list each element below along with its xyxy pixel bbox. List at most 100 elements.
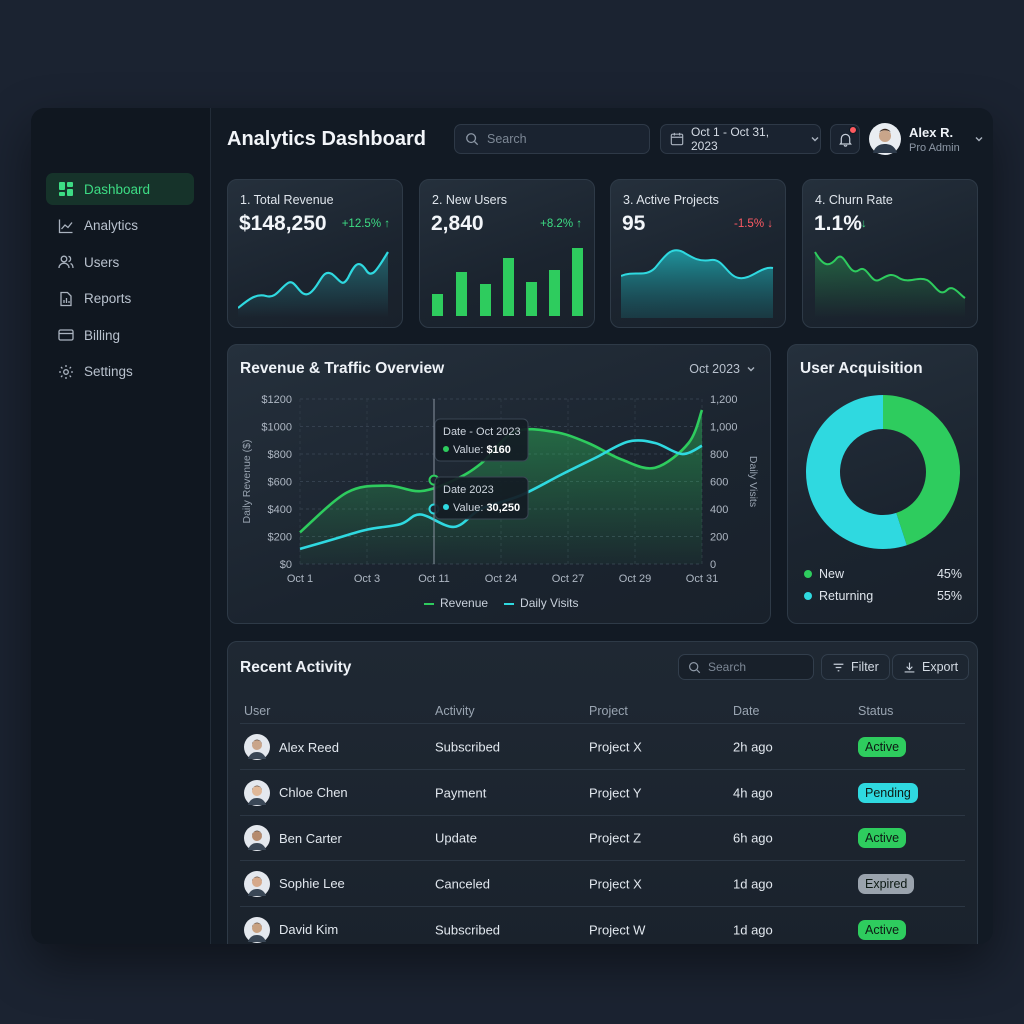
legend-label: Revenue (440, 596, 489, 610)
legend-item-visits: Daily Visits (504, 596, 579, 610)
notifications-button[interactable] (830, 124, 860, 154)
legend-label: Daily Visits (520, 596, 579, 610)
table-row[interactable]: David Kim Subscribed Project W 1d ago Active (240, 907, 965, 944)
y-axis-label: Daily Revenue ($) (241, 439, 253, 523)
search-input[interactable] (487, 132, 627, 146)
grid-icon (59, 182, 73, 196)
credit-card-icon (58, 329, 74, 342)
column-header-project[interactable]: Project (589, 703, 628, 718)
avatar (244, 916, 270, 943)
y-tick-label: $200 (268, 532, 292, 544)
status-cell: Pending (858, 782, 918, 803)
kpi-delta: +12.5% ↑ (341, 218, 390, 230)
x-tick-label: Oct 3 (354, 573, 380, 585)
activity-cell: Subscribed (435, 739, 501, 755)
y2-tick-label: 400 (710, 504, 728, 516)
user-role: Pro Admin (909, 141, 960, 154)
table-row[interactable]: Alex Reed Subscribed Project X 2h ago Active (240, 725, 965, 770)
filter-icon (833, 663, 844, 671)
status-badge: Expired (858, 873, 915, 894)
activity-cell: Canceled (435, 876, 490, 891)
column-header-date[interactable]: Date (733, 703, 760, 718)
user-cell: David Kim (244, 916, 339, 943)
y-tick-label: $800 (268, 449, 292, 461)
donut-slice-new (883, 395, 960, 546)
user-name: Chloe Chen (279, 785, 348, 800)
user-cell: Chloe Chen (244, 779, 348, 806)
filter-button[interactable]: Filter (821, 654, 890, 680)
filter-label: Filter (851, 660, 879, 674)
chevron-down-icon (811, 137, 819, 142)
sidebar-item-billing[interactable]: Billing (46, 319, 194, 351)
acq-legend-new: New 45% (804, 567, 962, 581)
donut-slice-returning (806, 395, 907, 549)
tooltip-value: Value: $160 (453, 444, 511, 456)
kpi-label: 3. Active Projects (623, 193, 719, 207)
status-cell: Active (858, 919, 907, 940)
kpi-delta: ↓ (861, 218, 867, 230)
chevron-down-icon (975, 137, 983, 142)
project-cell: Project Y (589, 785, 642, 800)
header-search[interactable] (454, 124, 650, 154)
kpi-card-total-revenue[interactable]: 1. Total Revenue $148,250 +12.5% ↑ (227, 179, 403, 328)
x-tick-label: Oct 1 (287, 573, 313, 585)
kpi-card-churn-rate[interactable]: 4. Churn Rate 1.1% ↓ (802, 179, 978, 328)
date-range-picker[interactable]: Oct 1 - Oct 31, 2023 (660, 124, 821, 154)
sidebar-item-dashboard[interactable]: Dashboard (46, 173, 194, 205)
column-header-activity[interactable]: Activity (435, 703, 475, 718)
sparkline-active-projects (621, 249, 774, 318)
table-search-input[interactable] (708, 660, 803, 674)
table-row[interactable]: Chloe Chen Payment Project Y 4h ago Pending (240, 771, 965, 816)
y-tick-label: $600 (268, 477, 292, 489)
acquisition-card: User Acquisition New 45% Returning 55% (787, 344, 978, 624)
tooltip-title: Date 2023 (443, 484, 494, 496)
acq-legend-value: 45% (936, 567, 962, 581)
status-cell: Active (858, 737, 907, 757)
kpi-value: 1.1% (814, 212, 862, 235)
y-tick-label: $1200 (261, 394, 292, 406)
chart-line-icon (58, 219, 73, 233)
user-menu[interactable]: Alex R. Pro Admin (869, 122, 989, 156)
sidebar-item-reports[interactable]: Reports (46, 283, 194, 315)
y-tick-label: $400 (268, 504, 292, 516)
user-cell: Alex Reed (244, 734, 339, 760)
sparkline-new-users (432, 248, 583, 316)
period-label: Oct 2023 (689, 362, 740, 376)
sidebar-item-label: Billing (84, 327, 121, 343)
acquisition-title: User Acquisition (800, 360, 923, 377)
sidebar-item-settings[interactable]: Settings (46, 356, 194, 388)
download-icon (904, 662, 915, 673)
user-name: Sophie Lee (279, 876, 345, 891)
x-tick-label: Oct 27 (552, 573, 584, 585)
table-row[interactable]: Sophie Lee Canceled Project X 1d ago Expired (240, 862, 965, 907)
date-range-label: Oct 1 - Oct 31, 2023 (691, 125, 770, 153)
user-name: David Kim (279, 922, 339, 937)
kpi-delta: +8.2% ↑ (540, 218, 582, 230)
period-select[interactable]: Oct 2023 (689, 362, 756, 376)
table-search[interactable] (678, 654, 814, 680)
table-row[interactable]: Ben Carter Update Project Z 6h ago Active (240, 816, 965, 861)
sidebar-item-users[interactable]: Users (46, 246, 194, 278)
user-cell: Ben Carter (244, 825, 342, 851)
acq-legend-returning: Returning 55% (804, 589, 962, 603)
gear-icon (59, 364, 73, 379)
export-button[interactable]: Export (892, 654, 970, 680)
search-icon (466, 133, 479, 146)
kpi-card-active-projects[interactable]: 3. Active Projects 95 -1.5% ↓ (610, 179, 786, 328)
kpi-card-new-users[interactable]: 2. New Users 2,840 +8.2% ↑ (419, 179, 595, 328)
project-cell: Project Z (589, 830, 642, 846)
y2-tick-label: 600 (710, 477, 728, 489)
app-window: Dashboard Analytics Users Reports Billin… (31, 108, 993, 944)
document-icon (60, 291, 72, 306)
project-cell: Project X (589, 739, 642, 755)
column-header-status[interactable]: Status (858, 703, 894, 718)
y2-tick-label: 1,200 (710, 394, 738, 406)
sidebar-item-analytics[interactable]: Analytics (46, 210, 194, 242)
export-label: Export (922, 660, 959, 674)
status-cell: Expired (858, 873, 915, 894)
column-header-user[interactable]: User (244, 703, 271, 718)
user-name: Ben Carter (279, 830, 342, 846)
status-cell: Active (858, 828, 907, 848)
user-name: Alex Reed (279, 739, 339, 755)
kpi-delta: -1.5% ↓ (734, 218, 773, 230)
